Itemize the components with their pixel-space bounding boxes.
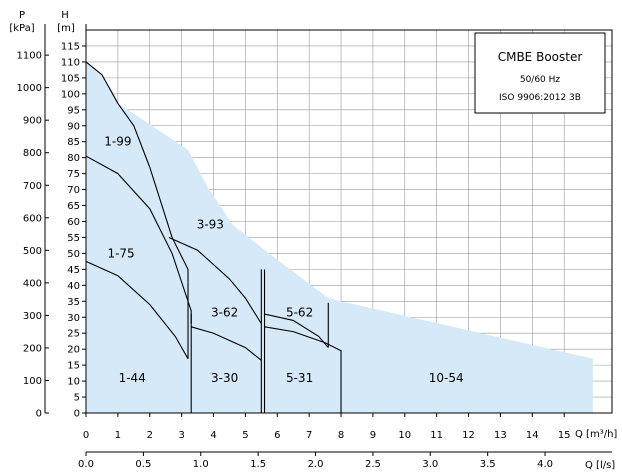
pump-curves [85, 61, 342, 413]
pressure-axis-unit: [kPa] [9, 23, 34, 34]
head-tick-label: 35 [67, 297, 80, 308]
pump-curve-3-93 [168, 236, 262, 324]
head-tick-label: 95 [67, 105, 80, 116]
flow-ls-tick-label: 2.5 [365, 459, 381, 470]
flow-m3h-tick-label: 4 [210, 430, 216, 441]
legend-box: CMBE Booster 50/60 Hz ISO 9906:2012 3B [474, 32, 606, 114]
pressure-tick-label: 800 [23, 148, 42, 159]
head-tick-label: 30 [67, 313, 80, 324]
pressure-tick-label: 200 [23, 343, 42, 354]
flow-ls-axis-label: Q [l/s] [585, 460, 615, 471]
coverage-area [86, 61, 593, 414]
head-axis-symbol: H [61, 10, 69, 21]
pump-curve-3-62 [191, 326, 262, 361]
head-tick-label: 70 [67, 185, 80, 196]
head-tick-label: 10 [67, 377, 80, 388]
pressure-tick-label: 700 [23, 181, 42, 192]
head-tick-label: 40 [67, 281, 80, 292]
flow-m3h-tick-label: 8 [338, 430, 344, 441]
region-label-5-31: 5-31 [286, 371, 313, 385]
region-labels: 1-99 1-75 1-44 3-93 3-62 3-30 5-62 5-31 10-54 [104, 135, 463, 385]
flow-m3h-tick-label: 5 [242, 430, 248, 441]
pressure-tick-label: 600 [23, 213, 42, 224]
pressure-tick-label: 1000 [17, 83, 42, 94]
pressure-tick-label: 1100 [17, 51, 42, 62]
pump-curve-5-31 [264, 326, 342, 413]
flow-m3h-tick-label: 9 [370, 430, 376, 441]
head-tick-label: 75 [67, 169, 80, 180]
pressure-tick-label: 500 [23, 246, 42, 257]
head-tick-label: 85 [67, 137, 80, 148]
region-label-1-44: 1-44 [119, 371, 146, 385]
coverage-fill [86, 61, 593, 414]
head-tick-label: 80 [67, 153, 80, 164]
flow-m3h-tick-label: 6 [274, 430, 280, 441]
head-tick-label: 25 [67, 329, 80, 340]
flow-ls-tick-label: 0.5 [135, 459, 151, 470]
legend-standard: ISO 9906:2012 3B [499, 93, 581, 103]
flow-m3h-tick-label: 11 [430, 430, 443, 441]
flow-ls-tick-label: 1.5 [250, 459, 266, 470]
region-label-3-62: 3-62 [211, 305, 238, 319]
region-label-3-93: 3-93 [197, 218, 224, 232]
head-tick-label: 60 [67, 217, 80, 228]
flow-ls-tick-label: 1.0 [193, 459, 209, 470]
pressure-tick-label: 300 [23, 311, 42, 322]
head-tick-label: 0 [74, 409, 80, 420]
flow-m3h-tick-label: 3 [178, 430, 184, 441]
legend-title: CMBE Booster [498, 50, 583, 64]
axes: 0510152025303540455055606570758085909510… [17, 24, 612, 470]
head-tick-label: 50 [67, 249, 80, 260]
head-tick-label: 115 [61, 41, 80, 52]
head-tick-label: 55 [67, 233, 80, 244]
flow-m3h-tick-label: 2 [147, 430, 153, 441]
pressure-tick-label: 900 [23, 116, 42, 127]
region-label-1-75: 1-75 [107, 246, 134, 260]
pump-curve-1-99 [85, 61, 189, 283]
flow-ls-tick-label: 3.5 [480, 459, 496, 470]
head-tick-label: 20 [67, 345, 80, 356]
flow-ls-tick-label: 4.0 [537, 459, 553, 470]
head-axis-unit: [m] [57, 23, 75, 34]
pressure-axis-symbol: P [19, 10, 25, 21]
flow-m3h-tick-label: 13 [494, 430, 507, 441]
flow-ls-tick-label: 0.0 [78, 459, 94, 470]
flow-m3h-axis-label: Q [m³/h] [575, 429, 617, 440]
flow-m3h-tick-label: 0 [83, 430, 89, 441]
pump-curve-1-44 [85, 260, 189, 360]
flow-m3h-tick-label: 14 [526, 430, 539, 441]
flow-m3h-tick-label: 15 [558, 430, 571, 441]
region-label-5-62: 5-62 [286, 305, 313, 319]
flow-m3h-tick-label: 1 [115, 430, 121, 441]
region-label-1-99: 1-99 [104, 135, 131, 149]
region-label-10-54: 10-54 [429, 371, 464, 385]
pressure-tick-label: 400 [23, 278, 42, 289]
pump-curve-1-75 [85, 155, 192, 324]
head-tick-label: 5 [74, 393, 80, 404]
head-tick-label: 105 [61, 73, 80, 84]
flow-m3h-tick-label: 7 [306, 430, 312, 441]
flow-ls-tick-label: 3.0 [422, 459, 438, 470]
flow-ls-tick-label: 2.0 [308, 459, 324, 470]
pressure-tick-label: 0 [36, 409, 42, 420]
head-tick-label: 110 [61, 57, 80, 68]
head-tick-label: 15 [67, 361, 80, 372]
head-tick-label: 90 [67, 121, 80, 132]
flow-m3h-tick-label: 10 [398, 430, 411, 441]
pressure-tick-label: 100 [23, 376, 42, 387]
head-tick-label: 65 [67, 201, 80, 212]
legend-frequency: 50/60 Hz [520, 75, 561, 85]
head-tick-label: 100 [61, 89, 80, 100]
region-label-3-30: 3-30 [211, 371, 238, 385]
head-tick-label: 45 [67, 265, 80, 276]
flow-m3h-tick-label: 12 [462, 430, 475, 441]
